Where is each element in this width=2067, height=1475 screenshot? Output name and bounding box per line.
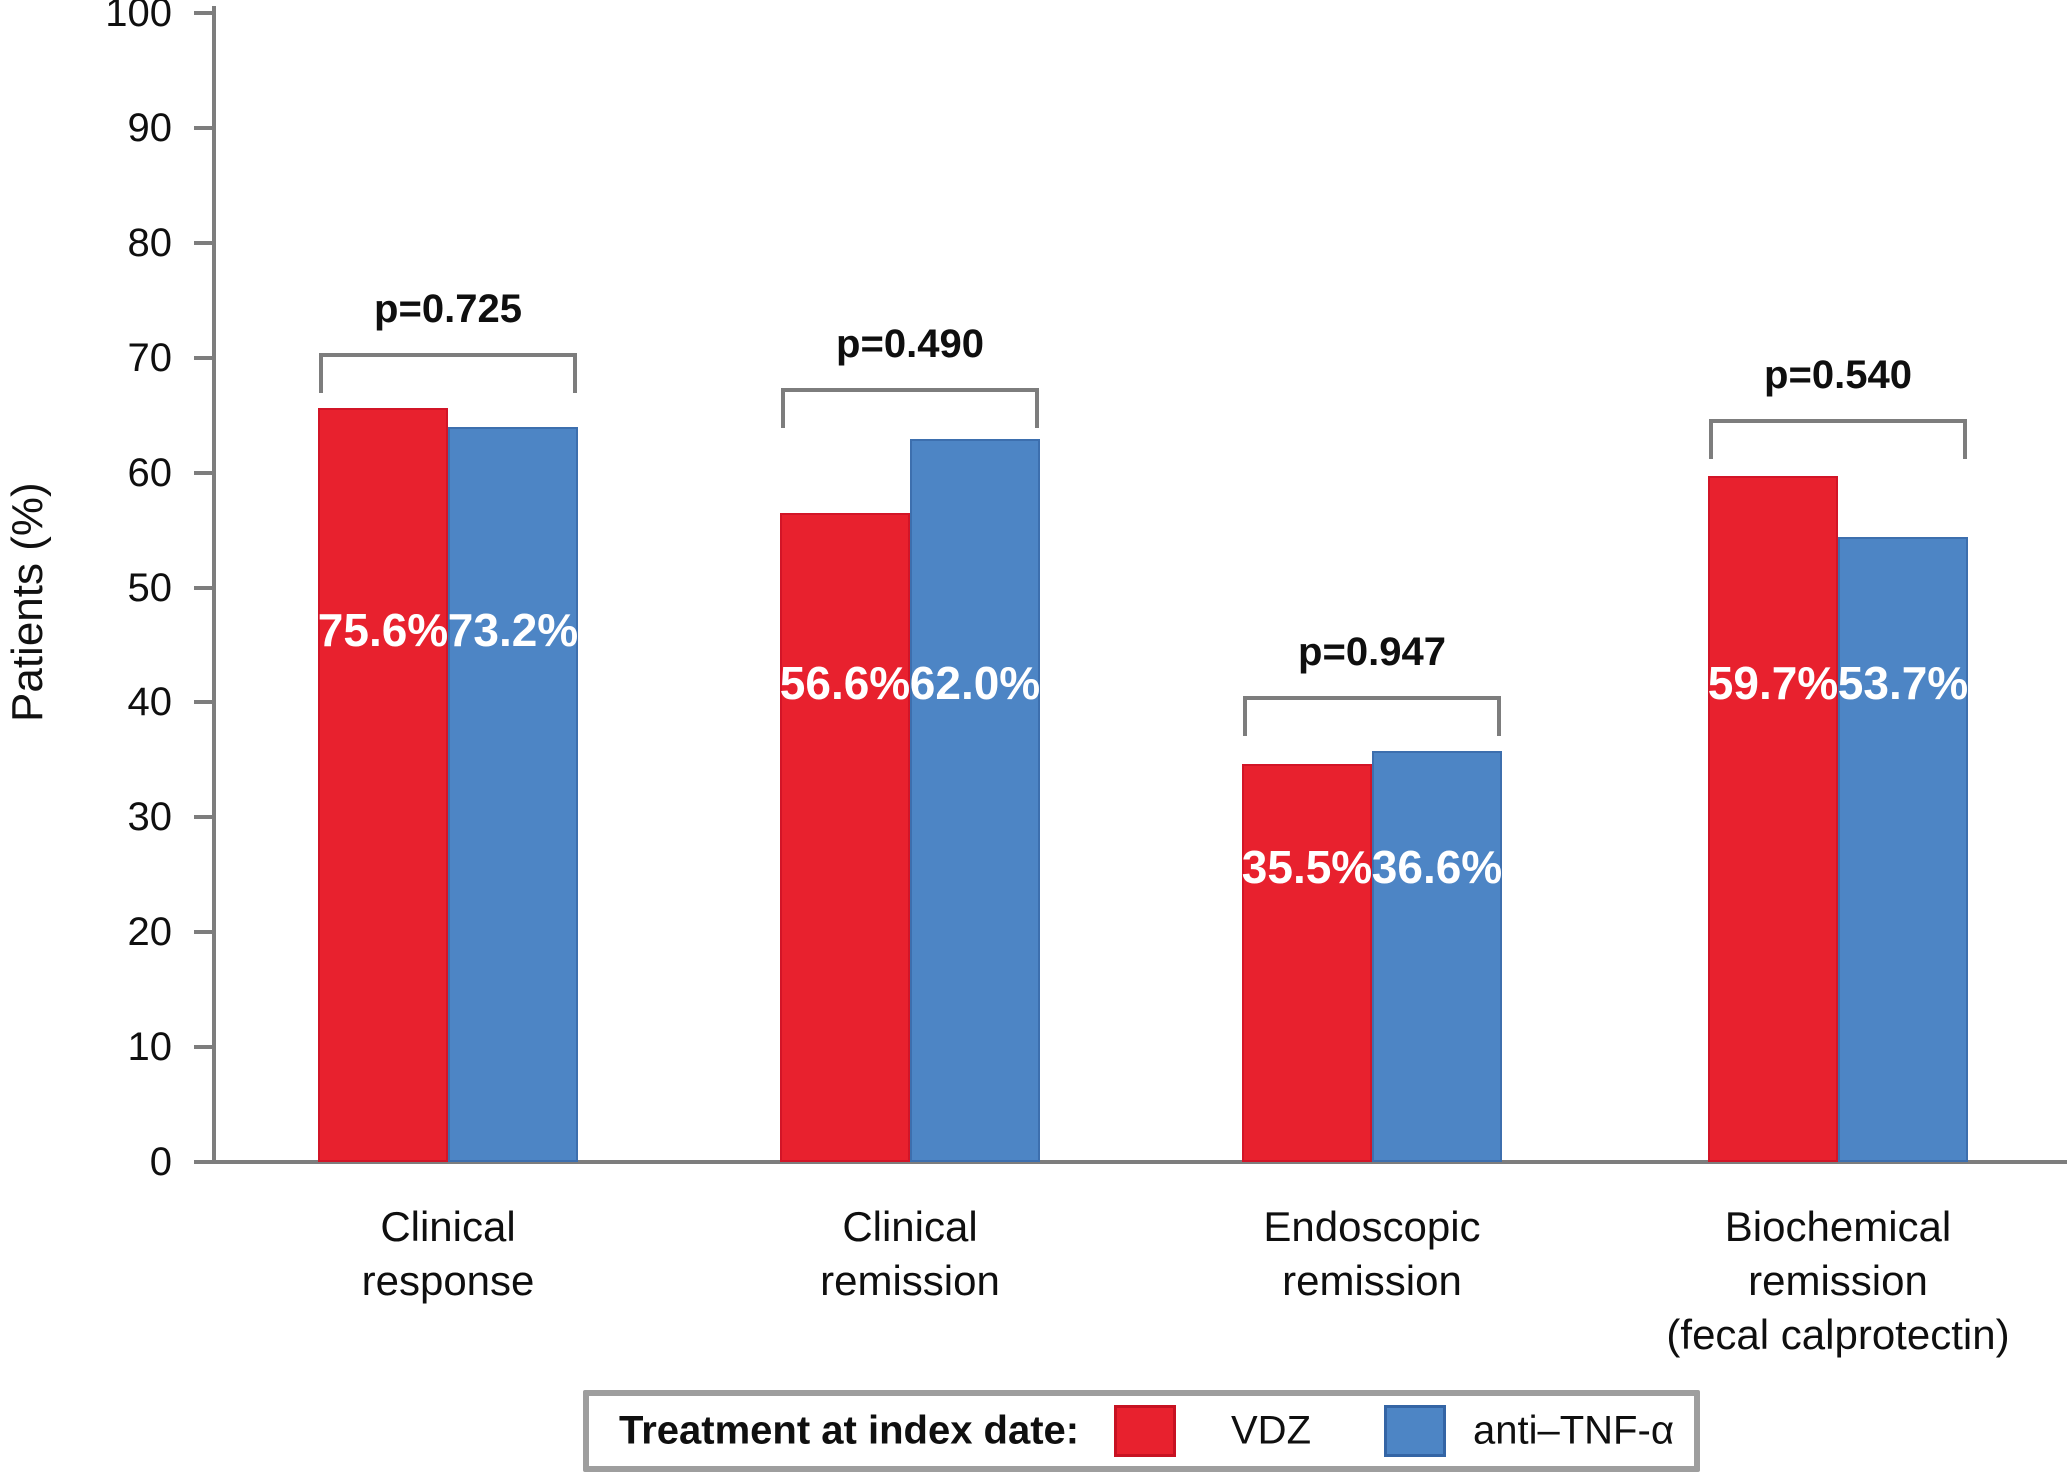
value-label-anti-tnf-clinical-remission: 62.0% xyxy=(909,656,1041,709)
y-tick-label-50: 50 xyxy=(127,565,173,610)
y-axis-line xyxy=(212,6,216,1164)
value-label-anti-tnf-endoscopic-remission: 36.6% xyxy=(1371,840,1503,893)
legend-title: Treatment at index date: xyxy=(619,1408,1080,1453)
y-tick-0 xyxy=(194,1160,216,1164)
y-tick-10 xyxy=(194,1045,216,1050)
y-tick-40 xyxy=(194,700,216,705)
y-tick-70 xyxy=(194,355,216,360)
y-tick-label-40: 40 xyxy=(127,680,173,725)
y-tick-60 xyxy=(194,470,216,475)
bar-anti-tnf-biochemical-remission xyxy=(1838,536,1968,1162)
legend-swatch-vdz xyxy=(1114,1405,1176,1457)
y-tick-label-80: 80 xyxy=(127,220,173,265)
category-label-clinical-response: Clinical response xyxy=(361,1203,535,1304)
bar-vdz-biochemical-remission xyxy=(1708,476,1838,1162)
y-tick-30 xyxy=(194,815,216,820)
x-axis-line xyxy=(212,1160,2067,1164)
comparison-bracket-clinical-response xyxy=(319,353,577,394)
bar-anti-tnf-clinical-remission xyxy=(910,439,1040,1162)
bar-vdz-clinical-response xyxy=(318,408,448,1162)
y-tick-label-60: 60 xyxy=(127,450,173,495)
y-tick-label-0: 0 xyxy=(149,1140,172,1184)
y-tick-label-70: 70 xyxy=(127,335,173,380)
value-label-anti-tnf-clinical-response: 73.2% xyxy=(447,604,579,656)
y-tick-80 xyxy=(194,240,216,245)
category-label-biochemical-remission: Biochemical remission (fecal calprotecti… xyxy=(1666,1203,2010,1358)
value-label-vdz-clinical-response: 75.6% xyxy=(317,604,449,656)
comparison-bracket-endoscopic-remission xyxy=(1243,695,1501,736)
y-tick-label-90: 90 xyxy=(127,105,173,150)
bar-anti-tnf-clinical-response xyxy=(448,426,578,1162)
category-label-clinical-remission: Clinical remission xyxy=(820,1203,1000,1304)
bar-vdz-clinical-remission xyxy=(780,512,910,1162)
category-label-endoscopic-remission: Endoscopic remission xyxy=(1263,1203,1481,1304)
y-tick-100 xyxy=(194,11,216,15)
bar-anti-tnf-endoscopic-remission xyxy=(1372,750,1502,1162)
bar-vdz-endoscopic-remission xyxy=(1242,764,1372,1162)
p-value-endoscopic-remission: p=0.947 xyxy=(1298,629,1446,674)
p-value-clinical-response: p=0.725 xyxy=(374,287,522,332)
legend: Treatment at index date: VDZ anti–TNF-α xyxy=(583,1390,1700,1472)
value-label-anti-tnf-biochemical-remission: 53.7% xyxy=(1837,656,1969,709)
legend-label-anti-tnf-alpha: anti–TNF-α xyxy=(1473,1408,1674,1453)
y-tick-label-20: 20 xyxy=(127,910,173,955)
y-tick-90 xyxy=(194,125,216,130)
legend-label-vdz: VDZ xyxy=(1231,1408,1311,1453)
y-tick-label-10: 10 xyxy=(127,1025,173,1070)
comparison-bracket-biochemical-remission xyxy=(1709,418,1967,459)
y-tick-20 xyxy=(194,930,216,935)
p-value-biochemical-remission: p=0.540 xyxy=(1764,352,1912,397)
y-tick-label-30: 30 xyxy=(127,795,173,840)
value-label-vdz-clinical-remission: 56.6% xyxy=(779,656,911,709)
comparison-bracket-clinical-remission xyxy=(781,387,1039,428)
legend-swatch-anti-tnf-alpha xyxy=(1384,1405,1446,1457)
p-value-clinical-remission: p=0.490 xyxy=(836,321,984,366)
y-tick-50 xyxy=(194,585,216,590)
y-tick-label-100: 100 xyxy=(105,0,172,35)
value-label-vdz-biochemical-remission: 59.7% xyxy=(1707,656,1839,709)
value-label-vdz-endoscopic-remission: 35.5% xyxy=(1241,840,1373,893)
